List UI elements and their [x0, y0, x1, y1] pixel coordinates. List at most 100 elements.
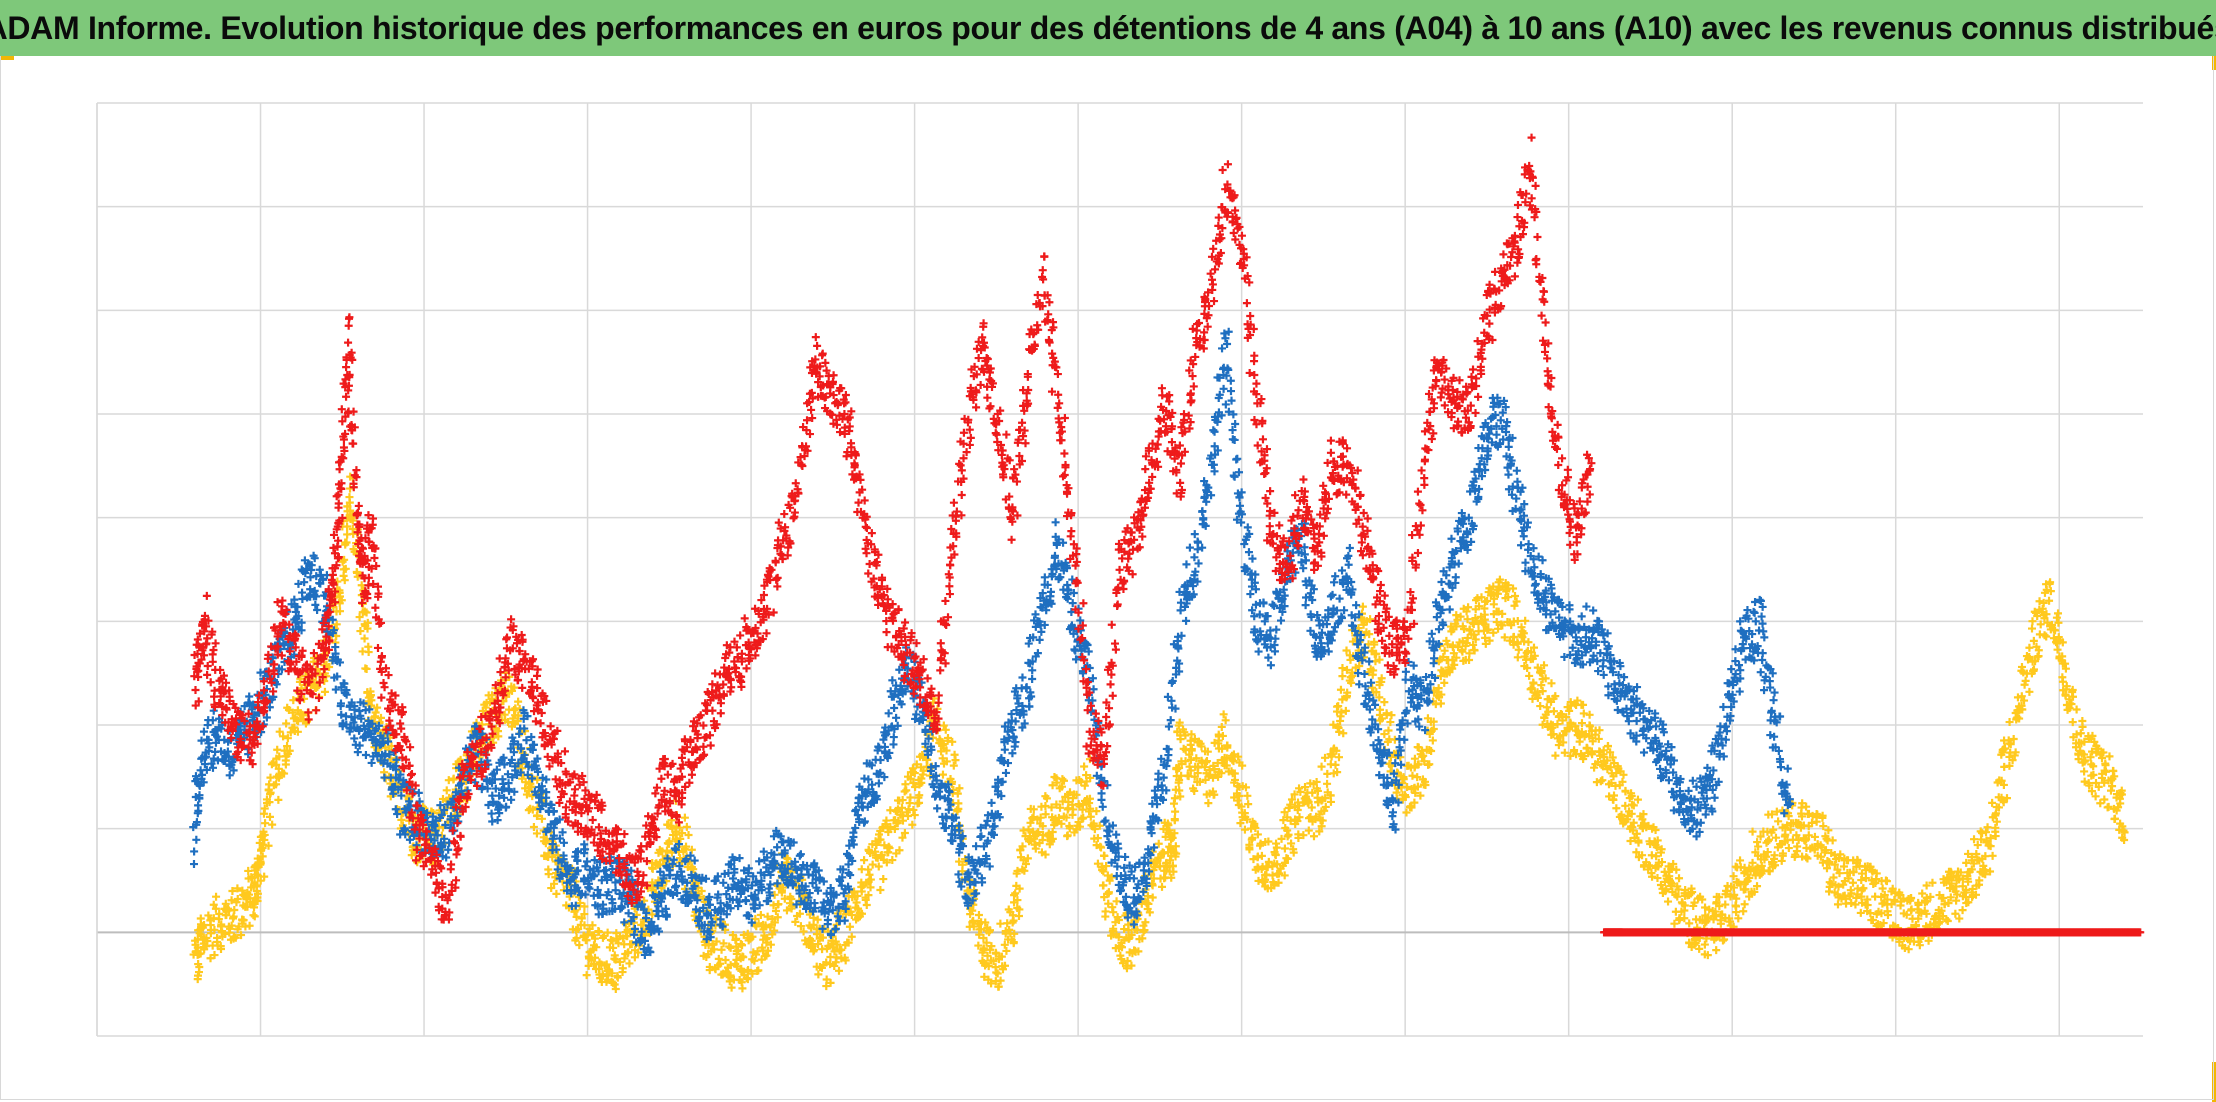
data-point — [283, 742, 292, 751]
data-point — [709, 945, 718, 954]
data-point — [190, 847, 199, 856]
data-point — [527, 782, 536, 791]
data-point — [570, 907, 579, 916]
data-point — [1585, 710, 1594, 719]
data-point — [892, 713, 901, 722]
data-point — [738, 984, 747, 993]
data-point — [1022, 684, 1031, 693]
data-point — [721, 955, 730, 964]
data-point — [192, 835, 201, 844]
data-point — [662, 846, 671, 855]
data-point — [766, 880, 775, 889]
data-point — [1653, 874, 1662, 883]
data-point — [1339, 729, 1348, 738]
data-point — [198, 770, 207, 779]
data-point — [559, 838, 568, 847]
data-point — [889, 740, 898, 749]
data-point — [371, 712, 380, 721]
data-point — [294, 717, 303, 726]
data-point — [2025, 643, 2034, 652]
data-point — [726, 961, 735, 970]
chart-title-bar: ADAM Informe. Evolution historique des p… — [0, 0, 2216, 56]
data-point — [274, 795, 283, 804]
data-point — [1028, 666, 1037, 675]
data-point — [1740, 900, 1749, 909]
data-point — [245, 890, 254, 899]
data-point — [609, 943, 618, 952]
data-point — [879, 875, 888, 884]
data-point — [196, 930, 205, 939]
data-point — [884, 709, 893, 718]
data-point — [580, 902, 589, 911]
data-point — [1098, 802, 1107, 811]
data-point — [249, 899, 258, 908]
data-point — [227, 896, 236, 905]
data-point — [588, 921, 597, 930]
data-point — [714, 954, 723, 963]
data-point — [529, 823, 538, 832]
data-point — [716, 959, 725, 968]
data-point — [1983, 823, 1992, 832]
data-point — [510, 683, 519, 692]
data-point — [678, 829, 687, 838]
data-point — [719, 878, 728, 887]
data-point — [356, 627, 365, 636]
data-point — [978, 878, 987, 887]
data-point — [648, 910, 657, 919]
data-point — [1000, 745, 1009, 754]
data-point — [1951, 909, 1960, 918]
data-point — [285, 746, 294, 755]
data-point — [256, 876, 265, 885]
data-point — [1218, 731, 1227, 740]
series-0 — [189, 472, 2129, 993]
data-point — [268, 820, 277, 829]
data-point — [1685, 919, 1694, 928]
data-point — [889, 733, 898, 742]
data-point — [1848, 878, 1857, 887]
data-point — [528, 792, 537, 801]
data-point — [1341, 706, 1350, 715]
data-point — [508, 718, 517, 727]
data-point — [364, 642, 373, 651]
data-point — [260, 872, 269, 881]
data-point — [719, 939, 728, 948]
data-point — [687, 845, 696, 854]
data-point — [544, 870, 553, 879]
data-point — [592, 943, 601, 952]
data-point — [1513, 653, 1522, 662]
data-point — [637, 921, 646, 930]
data-point — [456, 755, 465, 764]
data-point — [1041, 802, 1050, 811]
data-point — [196, 949, 205, 958]
data-point — [2072, 705, 2081, 714]
data-point — [552, 889, 561, 898]
data-point — [954, 799, 963, 808]
data-point — [951, 756, 960, 765]
data-point — [1828, 836, 1837, 845]
data-point — [602, 960, 611, 969]
data-point — [204, 911, 213, 920]
data-point — [1335, 727, 1344, 736]
data-point — [202, 934, 211, 943]
data-point — [214, 915, 223, 924]
data-point — [361, 750, 370, 759]
data-point — [1511, 591, 1519, 600]
data-point — [221, 929, 230, 938]
data-point — [738, 941, 747, 950]
data-point — [1579, 700, 1588, 709]
data-point — [2110, 814, 2119, 823]
data-point — [1171, 807, 1180, 816]
data-point — [1988, 851, 1997, 860]
data-point — [2028, 617, 2037, 626]
data-point — [427, 807, 436, 816]
data-point — [272, 780, 281, 789]
data-point — [275, 727, 284, 736]
data-point — [367, 758, 376, 767]
data-point — [608, 936, 617, 945]
data-point — [630, 953, 639, 962]
data-point — [625, 959, 634, 968]
data-point — [705, 962, 714, 971]
data-point — [1109, 908, 1118, 917]
data-point — [589, 960, 598, 969]
